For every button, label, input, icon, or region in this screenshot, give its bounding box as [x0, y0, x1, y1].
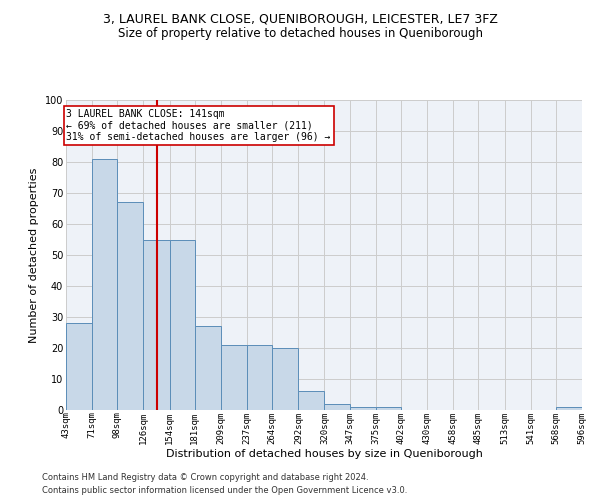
Bar — [350, 407, 376, 410]
Bar — [247, 345, 272, 410]
Bar — [376, 407, 401, 410]
Bar — [195, 326, 221, 410]
Bar — [556, 407, 582, 410]
Bar — [66, 323, 92, 410]
Bar — [272, 348, 298, 410]
Text: 3 LAUREL BANK CLOSE: 141sqm
← 69% of detached houses are smaller (211)
31% of se: 3 LAUREL BANK CLOSE: 141sqm ← 69% of det… — [67, 110, 331, 142]
Text: 3, LAUREL BANK CLOSE, QUENIBOROUGH, LEICESTER, LE7 3FZ: 3, LAUREL BANK CLOSE, QUENIBOROUGH, LEIC… — [103, 12, 497, 26]
Bar — [170, 240, 195, 410]
Bar — [298, 392, 325, 410]
Y-axis label: Number of detached properties: Number of detached properties — [29, 168, 39, 342]
Text: Contains HM Land Registry data © Crown copyright and database right 2024.: Contains HM Land Registry data © Crown c… — [42, 474, 368, 482]
Bar — [143, 240, 170, 410]
Text: Size of property relative to detached houses in Queniborough: Size of property relative to detached ho… — [118, 28, 482, 40]
Text: Contains public sector information licensed under the Open Government Licence v3: Contains public sector information licen… — [42, 486, 407, 495]
X-axis label: Distribution of detached houses by size in Queniborough: Distribution of detached houses by size … — [166, 449, 482, 459]
Bar — [92, 159, 118, 410]
Bar — [118, 202, 143, 410]
Bar — [325, 404, 350, 410]
Bar — [221, 345, 247, 410]
